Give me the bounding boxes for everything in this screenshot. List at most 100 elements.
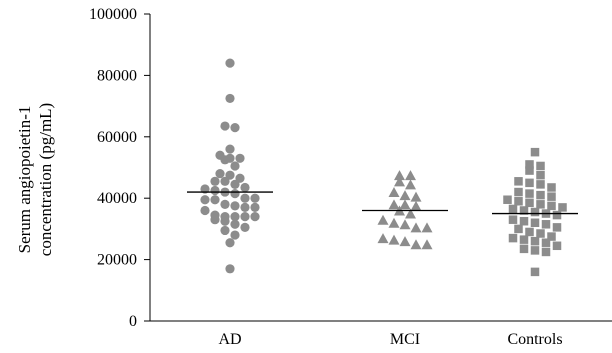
data-point-ad [230, 161, 240, 171]
data-point-controls [514, 224, 523, 234]
data-point-mci [388, 187, 400, 198]
data-point-mci [399, 190, 411, 201]
data-point-mci [405, 179, 416, 190]
data-point-controls [547, 192, 556, 201]
data-point-mci [421, 239, 433, 250]
data-point-mci [410, 200, 422, 211]
data-point-ad [225, 170, 235, 180]
data-point-controls [519, 216, 529, 226]
data-point-mci [405, 170, 416, 181]
data-point-ad [210, 185, 220, 196]
data-point-controls [541, 220, 551, 229]
data-point-ad [230, 188, 240, 199]
data-point-ad [240, 202, 250, 213]
data-point-ad [230, 201, 240, 211]
data-point-ad [250, 202, 260, 213]
data-point-ad [220, 121, 230, 131]
y-tick-label: 40000 [97, 190, 137, 207]
data-point-controls [530, 147, 540, 157]
data-point-mci [421, 222, 433, 233]
data-point-ad [250, 193, 260, 203]
data-point-controls [536, 229, 545, 238]
data-point-controls [536, 180, 545, 189]
data-point-ad [210, 210, 220, 220]
data-point-controls [525, 198, 534, 208]
data-point-mci [388, 199, 400, 210]
data-point-controls [514, 197, 523, 206]
data-point-controls [519, 235, 529, 244]
data-point-ad [215, 150, 225, 160]
data-point-mci [394, 176, 405, 187]
data-point-ad [210, 195, 220, 205]
data-point-mci [405, 208, 416, 219]
x-axis: AD MCI Controls [150, 320, 612, 348]
data-point-mci [377, 214, 389, 225]
y-axis: 0 20000 40000 60000 80000 100000 [89, 6, 151, 330]
data-point-mci [394, 170, 405, 181]
data-point-ad [215, 169, 225, 179]
mean-lines [187, 191, 578, 215]
x-tick-label: AD [218, 331, 241, 348]
data-point-controls [552, 210, 562, 220]
x-tick-label: Controls [507, 331, 562, 348]
data-point-controls [519, 206, 529, 215]
data-point-ad [235, 153, 245, 163]
data-point-controls [503, 195, 512, 204]
data-point-controls [514, 187, 523, 197]
data-point-ad [240, 222, 250, 232]
x-tick-label: MCI [390, 331, 420, 348]
data-point-ad [220, 176, 230, 186]
data-point-controls [525, 160, 534, 169]
y-axis-title: Serum angiopoietin-1 concentration (pg/mL… [15, 103, 55, 256]
data-point-ad [240, 212, 250, 222]
data-point-controls [525, 189, 534, 198]
data-point-ad [220, 199, 230, 209]
data-point-ad [225, 144, 235, 154]
data-point-ad [200, 205, 210, 216]
data-point-ad [225, 58, 235, 68]
data-point-ad [225, 93, 235, 104]
data-point-ad [220, 212, 230, 222]
data-point-controls [536, 190, 545, 200]
data-point-ad [200, 184, 210, 194]
data-point-ad [200, 195, 210, 205]
data-point-ad [230, 230, 240, 240]
data-points [200, 58, 567, 277]
data-point-controls [519, 244, 529, 254]
data-point-ad [225, 153, 235, 163]
data-point-controls [558, 203, 567, 212]
data-point-controls [525, 178, 534, 188]
data-point-ad [240, 182, 250, 193]
data-point-controls [536, 161, 545, 171]
data-point-controls [508, 215, 518, 224]
data-point-controls [552, 223, 562, 232]
data-point-ad [230, 212, 240, 222]
data-point-controls [530, 246, 540, 255]
data-point-mci [377, 233, 389, 244]
data-point-ad [250, 212, 260, 222]
y-tick-label: 100000 [89, 6, 137, 23]
y-tick-label: 80000 [97, 67, 137, 84]
data-point-controls [508, 204, 518, 214]
data-point-mci [388, 234, 400, 245]
data-point-ad [225, 238, 235, 248]
data-point-controls [536, 170, 545, 180]
data-point-controls [552, 241, 562, 251]
data-point-controls [514, 177, 523, 186]
data-point-mci [410, 239, 422, 250]
data-point-controls [525, 166, 534, 175]
data-point-ad [230, 179, 240, 189]
data-point-mci [399, 199, 411, 210]
y-axis-title-line: Serum angiopoietin-1 [15, 106, 34, 254]
data-point-ad [210, 176, 220, 186]
data-point-ad [240, 193, 250, 203]
y-tick-label: 20000 [97, 252, 137, 269]
data-point-ad [230, 122, 240, 133]
data-point-controls [530, 207, 540, 217]
data-point-mci [410, 191, 422, 202]
data-point-controls [530, 236, 540, 246]
data-point-mci [410, 222, 422, 233]
data-point-mci [399, 219, 411, 230]
data-point-controls [541, 247, 551, 257]
